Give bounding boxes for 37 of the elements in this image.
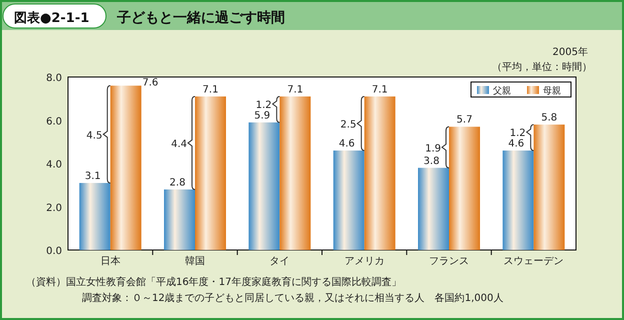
data-label: 3.8 [424, 156, 440, 167]
x-tick-label: タイ [270, 256, 290, 267]
data-label: 5.7 [456, 114, 472, 126]
x-tick-label: アメリカ [344, 256, 384, 267]
data-label: 3.1 [84, 170, 101, 182]
data-label: 7.1 [372, 84, 388, 96]
text: 図表●2-1-1 [14, 11, 90, 26]
legend-label: 母親 [543, 86, 561, 96]
data-label: 5.9 [254, 110, 270, 122]
annotation: 4.4 [171, 138, 187, 150]
text: 調査対象：０～12歳までの子どもと同居している親，又はそれに相当する人 各国約1,000人 [82, 292, 504, 304]
y-tick-label: 0.0 [46, 246, 62, 257]
data-label: 5.8 [541, 112, 558, 124]
y-axis-title: （平均，単位：時間） [492, 61, 592, 73]
x-tick-label: 韓国 [185, 255, 205, 267]
y-tick-label: 4.0 [46, 160, 62, 170]
y-tick-label: 6.0 [46, 116, 62, 128]
data-label: 7.1 [287, 84, 304, 96]
data-label: 7.1 [202, 84, 218, 96]
x-tick-label: フランス [429, 256, 469, 267]
data-label: 4.6 [508, 138, 524, 150]
text: （資料）国立女性教育会館「平成16年度・17年度家庭教育に関する国際比較調査」 [26, 276, 402, 288]
x-tick-label: 日本 [100, 255, 120, 267]
annotation: 1.2 [510, 128, 526, 140]
annotation: 1.9 [425, 143, 441, 154]
y-tick-label: 2.0 [46, 202, 62, 214]
chart-title: 子どもと一緒に過ごす時間 [116, 10, 285, 26]
legend-label: 父親 [493, 86, 511, 96]
annotation: 2.5 [340, 119, 356, 130]
annotation: 1.2 [256, 100, 272, 112]
chart-subtitle: 2005年 [552, 46, 588, 58]
data-label: 4.6 [338, 138, 355, 150]
annotation: 4.5 [86, 130, 102, 142]
data-label: 7.6 [142, 78, 158, 89]
x-tick-label: スウェーデン [504, 256, 564, 267]
data-label: 2.8 [170, 177, 186, 188]
y-tick-label: 8.0 [46, 73, 62, 84]
